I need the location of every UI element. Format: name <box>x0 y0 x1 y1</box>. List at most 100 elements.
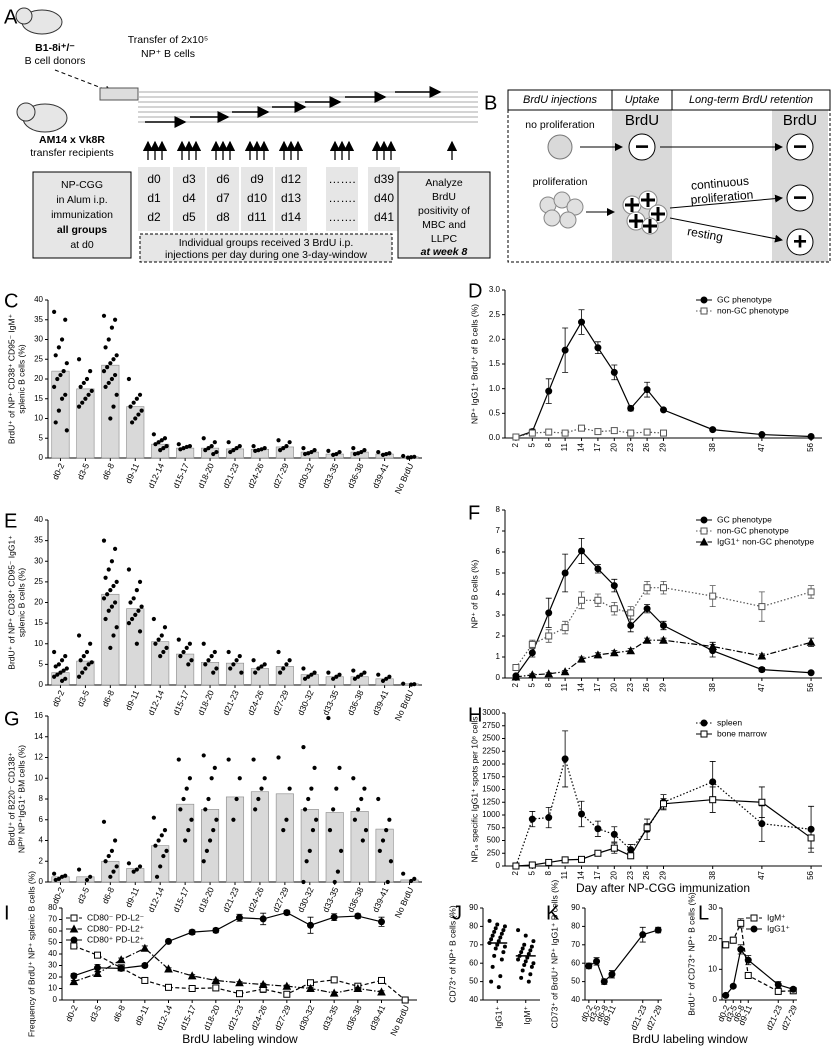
x-tick-label: d0-2 <box>63 1003 79 1023</box>
y-tick-label: 20 <box>34 374 43 383</box>
x-tick-label: 29 <box>659 682 668 691</box>
marker <box>378 918 385 926</box>
y-axis-label: BrdU⁺ of NP⁺ CD38⁺ CD95⁻ IgG1⁺ <box>6 535 16 670</box>
data-point <box>53 877 58 883</box>
marker <box>259 915 267 923</box>
legend-marker <box>699 537 709 546</box>
data-point <box>490 964 495 969</box>
data-point <box>355 807 361 812</box>
data-point <box>312 448 317 453</box>
day-label: d2 <box>147 210 161 224</box>
legend-marker <box>69 924 79 933</box>
marker <box>306 983 315 992</box>
data-point <box>401 681 406 686</box>
x-tick-label: 14 <box>577 682 586 691</box>
data-point <box>58 670 63 675</box>
data-point <box>501 928 506 933</box>
marker <box>593 957 601 965</box>
marker <box>211 975 221 984</box>
bar <box>126 608 145 686</box>
data-point <box>493 946 498 951</box>
mouse-icon <box>15 7 33 25</box>
data-point <box>259 664 264 669</box>
marker <box>608 970 616 978</box>
data-point <box>520 946 525 951</box>
marker <box>545 814 553 822</box>
series-line <box>588 929 659 983</box>
y-tick-label: 20 <box>708 934 717 943</box>
data-point <box>159 833 164 838</box>
data-point <box>164 645 169 650</box>
x-tick-label: 8 <box>544 442 553 447</box>
data-point <box>53 420 58 425</box>
x-tick-label: 5 <box>527 442 536 447</box>
x-tick-label: d27-29 <box>272 1003 292 1031</box>
row-label: proliferation <box>533 176 588 188</box>
marker <box>528 815 536 823</box>
marker <box>807 669 815 677</box>
x-tick-label: 23 <box>626 870 635 879</box>
data-point <box>89 388 94 393</box>
panel-label: J <box>452 902 462 924</box>
marker <box>561 429 569 437</box>
marker <box>561 755 569 763</box>
x-tick-label: d36-38 <box>345 885 365 913</box>
data-point <box>63 676 68 681</box>
data-point <box>337 672 342 677</box>
sign: + <box>793 228 807 255</box>
data-point <box>134 396 139 401</box>
bar <box>51 370 70 459</box>
data-point <box>178 807 183 812</box>
data-point <box>161 649 166 655</box>
data-point <box>154 874 160 879</box>
marker <box>528 649 536 657</box>
y-axis-label: BrdU⁺ of B220⁻ CD138⁺ <box>6 752 16 846</box>
data-point <box>380 678 386 683</box>
x-tick-label: d15-17 <box>171 688 191 716</box>
arrow <box>669 217 783 243</box>
y-tick-label: 30 <box>34 335 43 344</box>
marker <box>165 983 172 991</box>
data-point <box>359 449 364 455</box>
data-point <box>156 838 161 843</box>
bar <box>176 653 195 686</box>
data-point <box>126 567 132 572</box>
data-point <box>214 666 219 671</box>
data-point <box>89 660 94 665</box>
data-point <box>101 369 107 374</box>
data-point <box>209 654 214 659</box>
sign-circle <box>628 133 656 161</box>
x-tick-label: d39-41 <box>370 688 390 716</box>
bar <box>250 791 269 883</box>
y-tick-label: 80 <box>571 922 580 931</box>
y-tick-label: 2.5 <box>489 310 501 319</box>
panel-label: I <box>4 902 10 924</box>
data-point <box>281 666 286 671</box>
data-point <box>499 957 504 962</box>
timeline-arrows <box>145 86 442 128</box>
data-point <box>88 641 93 646</box>
y-tick-label: 25 <box>34 354 43 363</box>
y-tick-label: 2000 <box>482 759 500 768</box>
data-point <box>55 376 60 382</box>
panel-label: E <box>4 510 17 532</box>
y-tick-label: 30 <box>708 903 717 912</box>
data-point <box>256 666 261 671</box>
data-point <box>502 924 507 929</box>
data-point <box>181 649 186 655</box>
data-point <box>226 440 231 445</box>
marker <box>627 622 635 629</box>
data-point <box>59 678 65 683</box>
analyze-box <box>397 171 491 259</box>
data-point <box>251 757 256 762</box>
brdu-label: BrdU <box>783 112 817 129</box>
data-point <box>131 869 136 874</box>
data-point <box>384 828 389 833</box>
x-tick-label: 23 <box>626 682 635 691</box>
data-point <box>76 357 82 362</box>
y-tick-label: 10 <box>34 414 43 423</box>
x-tick-label: d18-20 <box>196 885 216 913</box>
transfer-text: Transfer of 2x10⁵ <box>128 34 208 46</box>
data-point <box>212 765 217 770</box>
data-point <box>301 879 306 885</box>
